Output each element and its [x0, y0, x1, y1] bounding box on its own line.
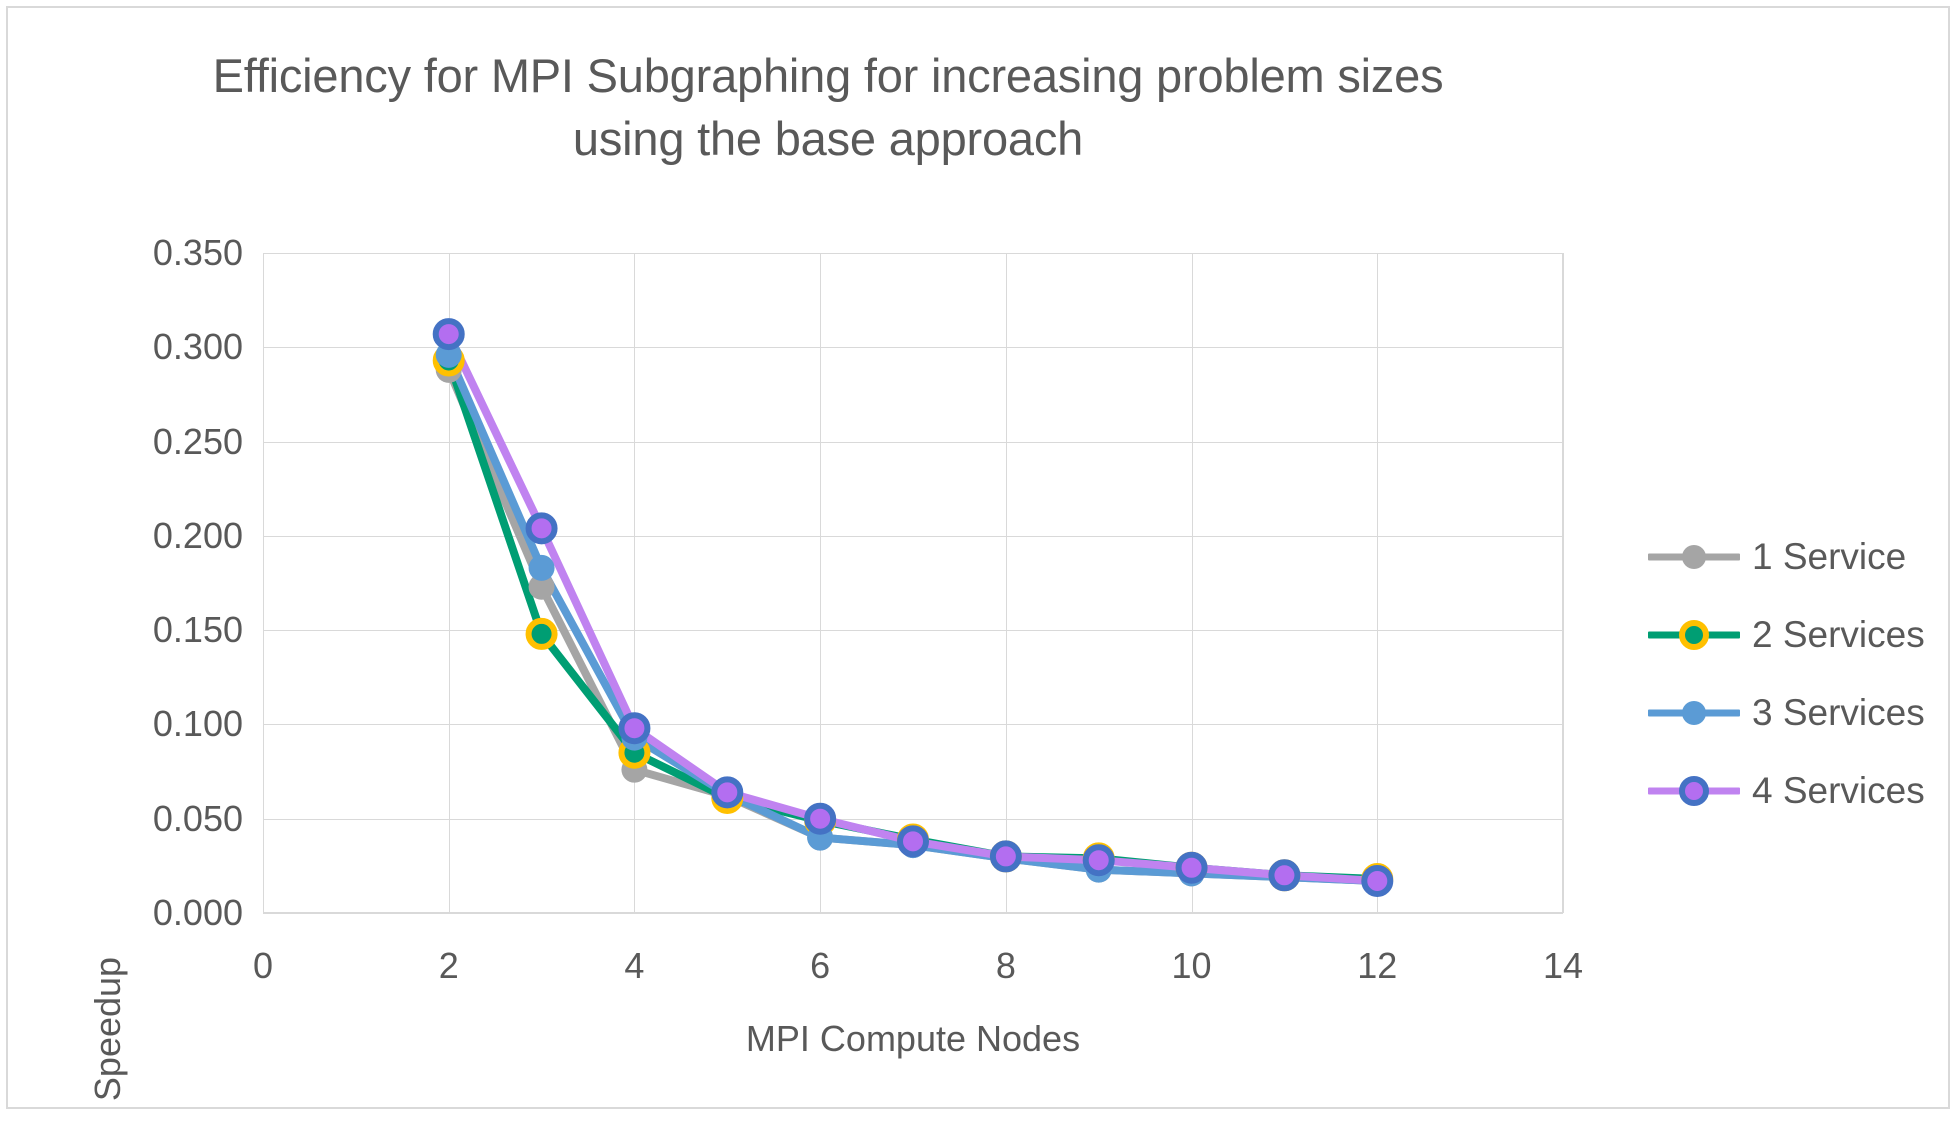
- data-point-marker: [618, 712, 651, 745]
- data-point-marker: [897, 825, 929, 858]
- gridline-vertical: [820, 253, 821, 913]
- chart-container: Efficiency for MPI Subgraphing for incre…: [6, 6, 1950, 1109]
- y-axis-tick-label: 0.350: [152, 232, 243, 273]
- x-axis-tick-label: 10: [1171, 945, 1212, 986]
- data-point-marker: [528, 554, 555, 581]
- legend-label: 4 Services: [1752, 770, 1925, 811]
- x-axis-tick-label: 14: [1542, 945, 1584, 986]
- legend-item[interactable]: 1 Service: [1648, 518, 1948, 596]
- y-axis-tick-label: 0.000: [152, 892, 243, 933]
- chart-title: Efficiency for MPI Subgraphing for incre…: [8, 44, 1648, 170]
- x-axis-title: MPI Compute Nodes: [745, 1018, 1081, 1059]
- legend-marker-icon: [1679, 776, 1709, 806]
- x-axis-tick-label: 12: [1357, 945, 1398, 986]
- y-axis-tick-labels: 0.000 0.050 0.100 0.150 0.200 0.250 0.300 0.350: [73, 235, 243, 931]
- plot-area: [263, 253, 1564, 914]
- x-axis-tick-labels: 0 2 4 6 8 10 12 14: [253, 945, 1583, 998]
- legend-label: 1 Service: [1752, 536, 1907, 577]
- y-axis-title: Speedup: [87, 956, 128, 1102]
- chart-title-line-1: Efficiency for MPI Subgraphing for incre…: [212, 49, 1444, 102]
- legend-item[interactable]: 4 Services: [1648, 752, 1948, 830]
- gridline-vertical: [1377, 253, 1378, 913]
- gridline-vertical: [634, 253, 635, 913]
- gridline-horizontal: [263, 630, 1563, 631]
- legend-swatch-icon: [1648, 698, 1740, 728]
- series-line: [444, 330, 1382, 885]
- legend-label: 3 Services: [1752, 692, 1925, 733]
- plot-background: [263, 253, 1563, 913]
- gridline-vertical: [1192, 253, 1193, 913]
- data-point-marker: [1361, 864, 1394, 897]
- y-axis-tick-label: 0.150: [152, 609, 243, 651]
- data-point-marker: [525, 617, 558, 650]
- x-axis-tick-label: 0: [252, 945, 274, 986]
- legend-marker-icon: [1679, 620, 1709, 650]
- series-line: [444, 350, 1382, 885]
- x-axis-tick-label: 6: [810, 945, 831, 986]
- y-axis-tick-label: 0.050: [152, 797, 243, 839]
- gridline-horizontal: [263, 819, 1563, 820]
- gridline-vertical: [1006, 253, 1007, 913]
- gridline-horizontal: [263, 913, 1563, 914]
- y-axis-tick-label: 0.100: [152, 703, 243, 745]
- data-point-marker: [432, 318, 465, 351]
- gridline-vertical: [449, 253, 450, 913]
- data-point-marker: [1175, 851, 1208, 884]
- legend-item[interactable]: 3 Services: [1648, 674, 1948, 752]
- x-axis-tick-label: 4: [624, 945, 645, 986]
- gridline-vertical: [1563, 253, 1564, 913]
- y-axis-tick-label: 0.250: [152, 420, 243, 462]
- chart-title-line-2: using the base approach: [572, 112, 1084, 165]
- legend-swatch-icon: [1648, 542, 1740, 572]
- data-point-marker: [528, 573, 555, 600]
- data-point-marker: [525, 512, 558, 545]
- gridline-horizontal: [263, 253, 1563, 254]
- x-axis-tick-label: 8: [995, 945, 1016, 986]
- legend-label: 2 Services: [1752, 614, 1925, 655]
- x-axis-tick-label: 2: [438, 945, 459, 986]
- data-point-marker: [989, 840, 1022, 873]
- gridline-horizontal: [263, 536, 1563, 537]
- gridline-horizontal: [263, 442, 1563, 443]
- data-point-marker: [1082, 844, 1115, 877]
- data-point-marker: [711, 776, 744, 809]
- gridline-horizontal: [263, 347, 1563, 348]
- legend-item[interactable]: 2 Services: [1648, 596, 1948, 674]
- series-lines-and-markers: [432, 318, 1394, 897]
- legend-swatch-icon: [1648, 776, 1740, 806]
- data-point-marker: [1268, 859, 1301, 892]
- y-axis-tick-label: 0.300: [152, 326, 243, 368]
- y-axis-title-wrapper: Speedup: [58, 488, 158, 1101]
- y-axis-tick-label: 0.200: [152, 514, 243, 556]
- chart-legend: 1 Service 2 Services 3 Services 4 Services: [1648, 518, 1948, 830]
- legend-marker-icon: [1682, 701, 1706, 725]
- legend-swatch-icon: [1648, 620, 1740, 650]
- gridline-horizontal: [263, 724, 1563, 725]
- legend-marker-icon: [1682, 545, 1706, 569]
- data-point-marker: [804, 802, 837, 835]
